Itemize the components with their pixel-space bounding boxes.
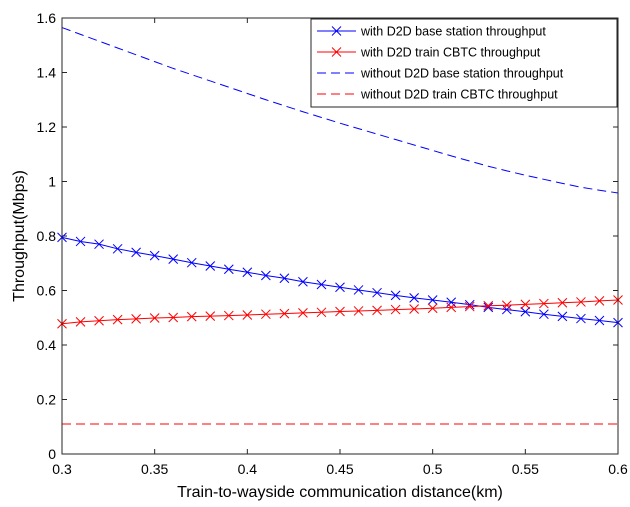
data-point bbox=[464, 299, 475, 310]
y-tick-label: 0 bbox=[48, 446, 56, 462]
data-point bbox=[353, 285, 364, 295]
legend-item: without D2D base station throughput bbox=[317, 67, 564, 81]
data-point bbox=[279, 273, 290, 284]
data-point bbox=[557, 311, 568, 322]
series-line bbox=[61, 27, 619, 194]
y-tick-label: 1.6 bbox=[37, 10, 57, 26]
data-point bbox=[168, 254, 179, 265]
data-point bbox=[242, 310, 253, 320]
plot-frame bbox=[61, 17, 619, 455]
y-tick-label: 0.4 bbox=[37, 337, 57, 353]
data-point bbox=[75, 316, 86, 327]
data-point bbox=[557, 297, 568, 308]
data-point bbox=[223, 310, 234, 321]
y-tick-label: 0.2 bbox=[37, 392, 57, 408]
data-point bbox=[186, 257, 197, 268]
data-point bbox=[335, 282, 345, 293]
data-point bbox=[298, 276, 308, 287]
data-point bbox=[390, 290, 401, 301]
data-point bbox=[520, 306, 531, 317]
y-tick-label: 0.6 bbox=[37, 283, 57, 299]
data-point bbox=[501, 300, 512, 311]
y-axis-ticks: 0 0.2 0.4 0.6 0.8 1 1.2 1.4 1.6 bbox=[37, 10, 618, 462]
data-point bbox=[223, 264, 234, 275]
legend-label: without D2D base station throughput bbox=[360, 67, 564, 81]
data-point bbox=[279, 308, 290, 319]
data-point bbox=[112, 243, 123, 254]
data-point bbox=[501, 304, 512, 315]
legend-marker bbox=[331, 47, 342, 57]
data-point bbox=[335, 306, 345, 317]
x-tick-label: 0.6 bbox=[608, 461, 628, 477]
data-point bbox=[372, 287, 382, 298]
data-point bbox=[75, 236, 86, 247]
y-tick-label: 1 bbox=[48, 174, 56, 190]
x-tick-label: 0.5 bbox=[423, 461, 443, 477]
legend-item: with D2D base station throughput bbox=[317, 25, 546, 39]
series-1 bbox=[57, 232, 623, 328]
data-point bbox=[168, 312, 179, 323]
data-point bbox=[390, 304, 401, 315]
legend-label: with D2D train CBTC throughput bbox=[360, 46, 541, 60]
data-point bbox=[483, 300, 494, 311]
data-point bbox=[427, 303, 438, 314]
x-tick-label: 0.4 bbox=[238, 461, 258, 477]
data-point bbox=[94, 239, 104, 250]
data-point bbox=[427, 295, 438, 305]
data-point bbox=[464, 301, 475, 312]
legend-marker bbox=[331, 26, 342, 36]
data-point bbox=[409, 304, 419, 314]
data-point bbox=[131, 247, 141, 258]
data-point bbox=[594, 296, 605, 306]
data-point bbox=[149, 313, 160, 323]
legend-label: without D2D train CBTC throughput bbox=[360, 88, 558, 102]
data-point bbox=[242, 267, 253, 278]
data-point bbox=[483, 302, 494, 313]
x-tick-label: 0.3 bbox=[52, 461, 72, 477]
data-point bbox=[520, 299, 531, 310]
x-tick-label: 0.55 bbox=[512, 461, 539, 477]
x-axis-label: Train-to-wayside communication distance(… bbox=[177, 484, 503, 501]
data-point bbox=[576, 297, 586, 307]
data-point bbox=[316, 279, 327, 290]
data-point bbox=[576, 313, 586, 324]
data-point bbox=[112, 314, 123, 325]
y-tick-label: 1.2 bbox=[37, 119, 57, 135]
data-point bbox=[261, 270, 271, 281]
series-3 bbox=[61, 27, 619, 194]
data-point bbox=[372, 305, 382, 316]
data-point bbox=[205, 311, 216, 321]
series-layer bbox=[57, 27, 623, 425]
y-tick-label: 1.4 bbox=[37, 65, 57, 81]
data-point bbox=[94, 315, 104, 326]
x-tick-label: 0.45 bbox=[326, 461, 353, 477]
data-point bbox=[298, 307, 308, 318]
data-point bbox=[261, 309, 271, 320]
data-point bbox=[186, 311, 197, 322]
data-point bbox=[149, 250, 160, 261]
y-axis-label: Throughput(Mbps) bbox=[11, 170, 28, 302]
data-point bbox=[594, 315, 605, 326]
data-point bbox=[446, 297, 457, 308]
legend-item: without D2D train CBTC throughput bbox=[317, 88, 558, 102]
data-point bbox=[409, 293, 419, 303]
legend: with D2D base station throughput with D2D… bbox=[310, 18, 618, 108]
legend-box bbox=[310, 18, 618, 108]
data-point bbox=[205, 261, 216, 271]
data-point bbox=[539, 298, 549, 309]
data-point bbox=[316, 307, 327, 318]
data-point bbox=[446, 302, 457, 313]
data-point bbox=[353, 306, 364, 316]
legend-item: with D2D train CBTC throughput bbox=[317, 46, 541, 60]
data-point bbox=[539, 309, 549, 320]
legend-label: with D2D base station throughput bbox=[360, 25, 546, 39]
y-tick-label: 0.8 bbox=[37, 228, 57, 244]
series-2 bbox=[57, 295, 623, 329]
x-tick-label: 0.35 bbox=[141, 461, 168, 477]
data-point bbox=[131, 313, 141, 324]
